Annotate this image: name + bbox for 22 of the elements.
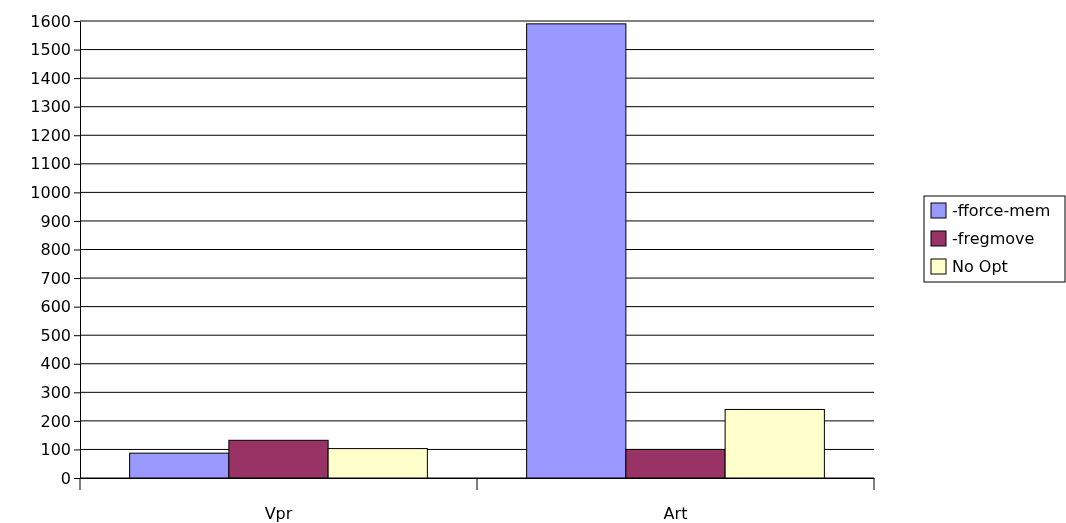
y-tick-label: 1000 <box>30 182 71 202</box>
y-tick-label: 1300 <box>30 97 71 117</box>
y-tick-label: 300 <box>40 382 71 402</box>
y-tick-label: 1100 <box>30 154 71 174</box>
y-tick-label: 200 <box>40 411 71 431</box>
y-tick-label: 1400 <box>30 68 71 88</box>
y-tick-label: 500 <box>40 325 71 345</box>
x-tick-label: Vpr <box>264 504 293 523</box>
y-tick-label: 900 <box>40 211 71 231</box>
legend-label: -fregmove <box>952 229 1035 248</box>
y-tick-label: 1600 <box>30 11 71 31</box>
y-tick-label: 0 <box>60 468 71 488</box>
y-tick-label: 1500 <box>30 40 71 60</box>
x-tick-label: Art <box>663 504 688 523</box>
y-tick-label: 1200 <box>30 125 71 145</box>
y-tick-label: 400 <box>40 354 71 374</box>
y-tick-label: 100 <box>40 440 71 460</box>
legend-label: No Opt <box>952 257 1008 276</box>
y-tick-label: 800 <box>40 240 71 260</box>
legend-label: -fforce-mem <box>952 201 1051 220</box>
y-tick-label: 600 <box>40 297 71 317</box>
y-tick-label: 700 <box>40 268 71 288</box>
